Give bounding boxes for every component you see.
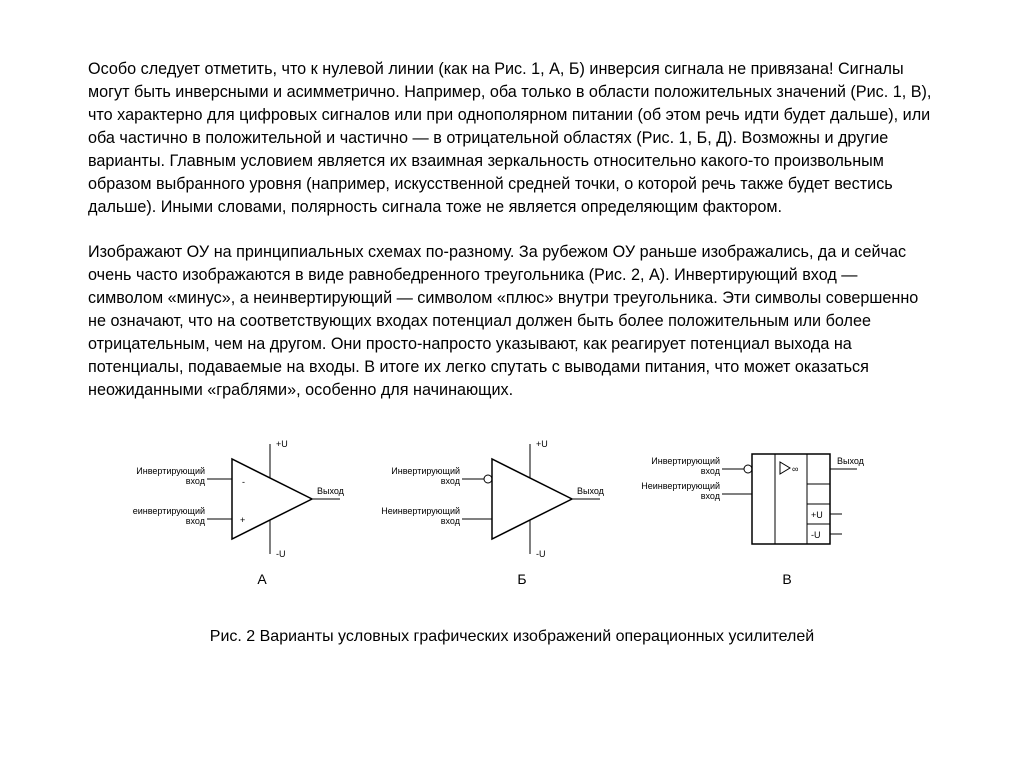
plusU-a: +U [276,439,288,449]
paragraph-2: Изображают ОУ на принципиальных схемах п… [88,241,936,402]
ninv-v-1: Неинвертирующий [641,481,720,491]
plusU-b: +U [536,439,548,449]
inv-b-2: вход [441,476,461,486]
inv-v-2: вход [701,466,721,476]
out-a: Выход [317,486,345,496]
infty-v: ∞ [792,464,798,474]
figure-2: - + +U -U Инвертирующий вход Неинвертиру… [88,424,936,614]
minusU-b: -U [536,549,546,559]
bubble-v [744,465,752,473]
minusU-a: -U [276,549,286,559]
bubble-b [484,475,492,483]
ninv-b-2: вход [441,516,461,526]
out-v: Выход [837,456,865,466]
ninv-a-2: вход [186,516,206,526]
minusU-v: -U [811,530,821,540]
diagram-b: +U -U Инвертирующий вход Неинвертирующий… [381,439,604,587]
document-page: Особо следует отметить, что к нулевой ли… [0,0,1024,646]
inv-b-1: Инвертирующий [391,466,460,476]
minus-sign: - [242,477,245,487]
tri-glyph-v [780,462,790,474]
inv-a-1: Инвертирующий [136,466,205,476]
ninv-a-1: Неинвертирующий [132,506,205,516]
diagram-v: ∞ Инвертирующий вход Неинвертирующий вхо… [641,454,864,587]
figure-caption: Рис. 2 Варианты условных графических изо… [88,628,936,646]
letter-a: А [257,571,267,587]
triangle-b [492,459,572,539]
ninv-b-1: Неинвертирующий [381,506,460,516]
out-b: Выход [577,486,605,496]
opamp-symbols-svg: - + +U -U Инвертирующий вход Неинвертиру… [132,424,892,604]
plusU-v: +U [811,510,823,520]
triangle-a [232,459,312,539]
diagram-a: - + +U -U Инвертирующий вход Неинвертиру… [132,439,345,587]
paragraph-1: Особо следует отметить, что к нулевой ли… [88,58,936,219]
inv-v-1: Инвертирующий [651,456,720,466]
inv-a-2: вход [186,476,206,486]
letter-b: Б [517,571,526,587]
ninv-v-2: вход [701,491,721,501]
plus-sign: + [240,515,245,525]
letter-v: В [782,571,791,587]
